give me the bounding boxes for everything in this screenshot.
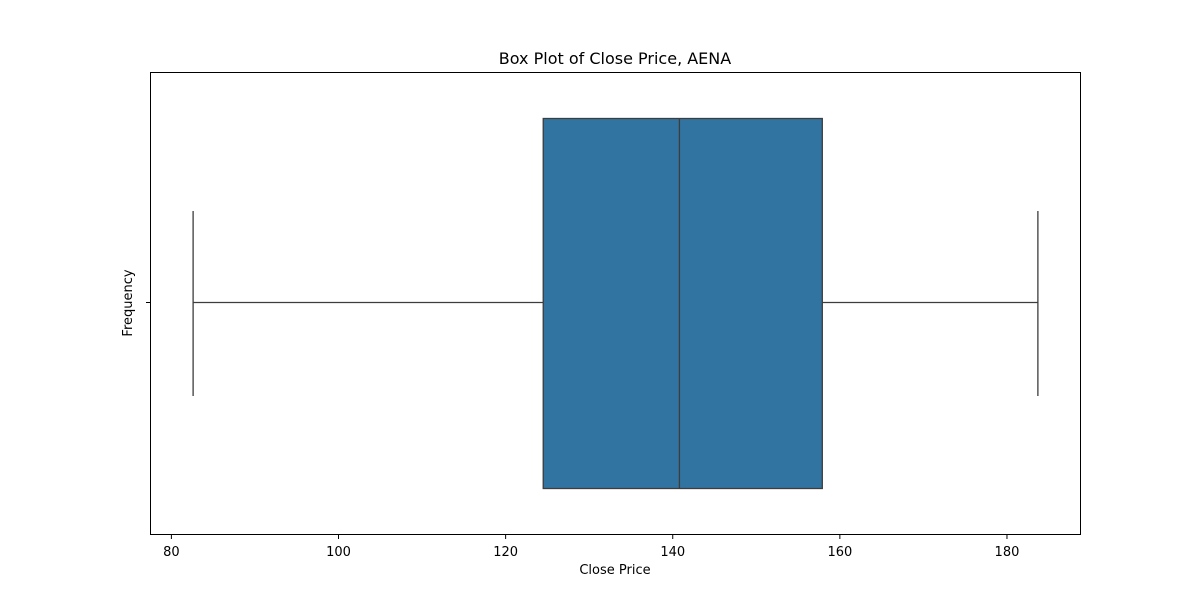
- y-axis-label: Frequency: [121, 269, 136, 336]
- box-plot: [192, 117, 1039, 490]
- x-axis-label: Close Price: [579, 563, 650, 578]
- x-tick-label: 120: [493, 545, 518, 560]
- x-axis-ticks: 80 100 120 140 160 180: [163, 534, 1020, 560]
- chart-title: Box Plot of Close Price, AENA: [499, 49, 731, 68]
- x-tick-label: 140: [660, 545, 685, 560]
- x-tick-label: 180: [995, 545, 1020, 560]
- x-tick-label: 100: [326, 545, 351, 560]
- interquartile-box: [542, 117, 823, 490]
- plot-frame: [150, 72, 1081, 535]
- x-tick-label: 80: [163, 545, 180, 560]
- x-tick-label: 160: [827, 545, 852, 560]
